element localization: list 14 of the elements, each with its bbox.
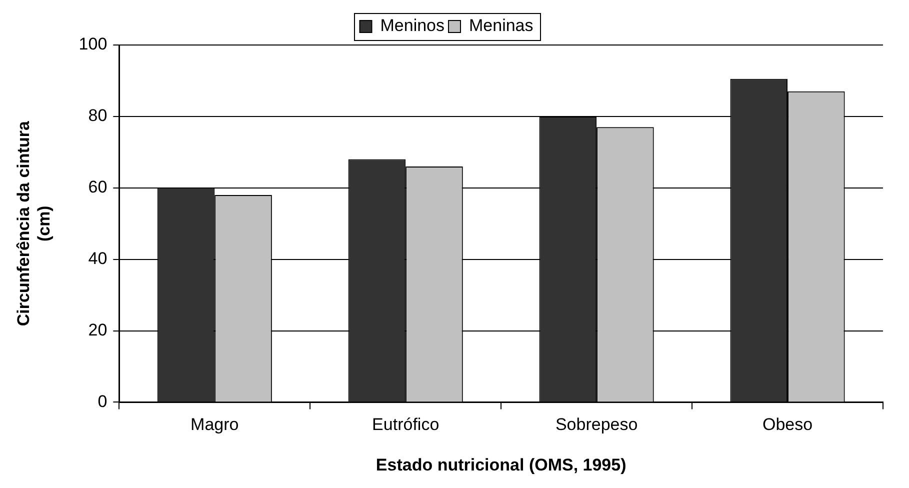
y-tick-label: 100 [78,34,108,54]
y-tick-label: 80 [88,106,108,126]
x-tick-label: Magro [190,415,239,434]
y-tick-label: 60 [88,178,108,197]
y-tick-label: 20 [88,320,108,340]
x-tick-label: Sobrepeso [555,415,638,434]
y-tick-label: 40 [88,249,108,268]
y-axis-title: Circunferência da cintura (cm) [14,120,54,326]
x-tick-label: Obeso [762,415,813,434]
x-axis-title: Estado nutricional (OMS, 1995) [376,455,626,474]
x-tick-label: Eutrófico [372,415,440,434]
y-tick-label: 0 [98,392,108,411]
legend-label: Meninos [380,16,445,36]
legend-label: Meninas [469,16,534,36]
